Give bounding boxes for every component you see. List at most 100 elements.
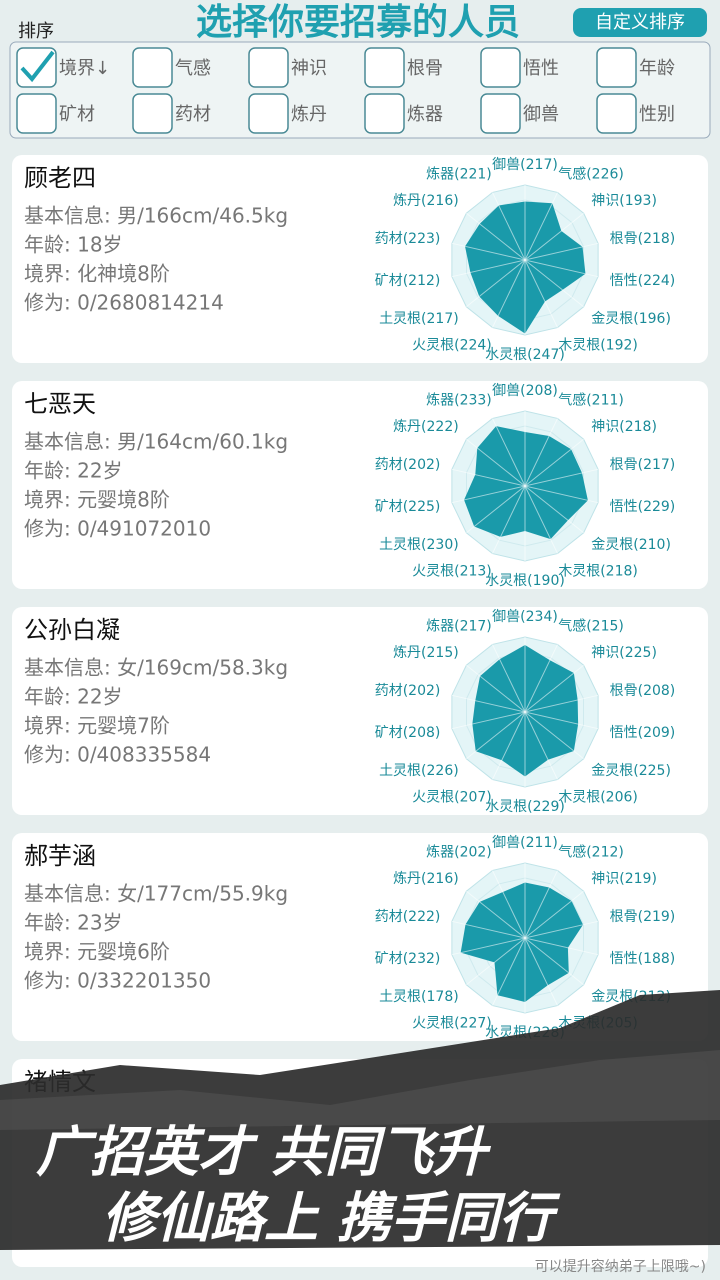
candidate-cultivation: 修为: 0/408335584 [24,743,211,767]
radar-spoke [524,259,558,328]
radar-spoke [492,192,526,261]
radar-axis-label: 金灵根(225) [591,763,671,779]
filter-label: 气感 [175,58,211,79]
radar-spoke [451,711,526,730]
filter-checkbox[interactable] [132,93,173,134]
candidate-realm: 境界: 元婴境8阶 [24,488,170,512]
radar-spoke [524,438,584,487]
radar-axis-label: 神识(219) [591,871,657,887]
radar-area [460,882,584,1002]
radar-spoke [524,468,599,487]
candidate-cultivation: 修为: 0/2680814214 [24,291,224,315]
filter-checkbox[interactable] [16,93,57,134]
radar-axis-label: 根骨(217) [610,457,676,473]
radar-spoke [524,711,558,780]
radar-axis-label: 御兽(208) [492,383,558,399]
radar-spoke [492,870,526,939]
radar-spoke [524,259,584,308]
radar-spoke [524,485,584,534]
radar-axis-label: 火灵根(227) [412,1016,492,1032]
radar-axis-label: 神识(218) [591,419,657,435]
candidate-card[interactable] [12,381,708,589]
radar-spoke [492,485,526,554]
filter-label: 炼器 [407,104,443,125]
radar-axis-label: 木灵根(206) [558,790,638,806]
filter-checkbox[interactable] [480,93,521,134]
radar-spoke [466,212,526,261]
filter-checkbox[interactable] [364,47,405,88]
radar-spoke [524,711,584,760]
candidate-name: 顾老四 [24,164,96,192]
filter-checkbox[interactable] [248,47,289,88]
radar-spoke [451,242,526,261]
custom-sort-button[interactable] [573,8,707,37]
candidate-realm: 境界: 元婴境7阶 [24,714,170,738]
radar-spoke [451,259,526,278]
radar-axis-label: 炼丹(215) [393,645,459,661]
candidate-card[interactable] [12,833,708,1041]
candidate-info: 基本信息: 男/166cm/46.5kg [24,204,288,228]
radar-spoke [466,937,526,986]
radar-axis-label: 悟性(188) [610,951,676,967]
candidate-age: 年龄: 22岁 [24,459,123,483]
candidate-name: 郝芋涵 [24,842,96,870]
radar-spoke [466,259,526,308]
filter-checkbox[interactable] [480,47,521,88]
radar-spoke [524,192,558,261]
radar-spoke [524,259,599,278]
radar-axis-label: 水灵根(247) [485,347,565,363]
radar-axis-label: 矿材(225) [375,499,441,515]
radar-axis-label: 气感(226) [558,165,624,182]
radar-spoke [466,438,526,487]
radar-axis-label: 药材(223) [375,231,441,247]
filter-label: 悟性 [523,58,559,79]
banner-line-2: 修仙路上 携手同行 [102,1187,561,1250]
radar-axis-label: 火灵根(213) [412,564,492,580]
filter-label: 炼丹 [291,104,327,125]
radar-spoke [524,937,558,1006]
filter-checkbox[interactable] [132,47,173,88]
radar-spoke [466,711,526,760]
radar-spoke [451,468,526,487]
candidate-realm: 境界: 化神境8阶 [24,262,170,286]
candidate-cultivation: 修为: 0/491072010 [24,517,211,541]
radar-axis-label: 炼器(202) [426,844,492,860]
candidate-age: 年龄: 23岁 [24,911,123,935]
radar-spoke [466,485,526,534]
filter-label: 根骨 [407,58,443,79]
filter-panel [9,41,711,139]
radar-spoke [524,418,558,487]
radar-axis-label: 悟性(209) [610,725,676,741]
filter-checkbox[interactable] [248,93,289,134]
candidate-cultivation: 修为: 0/332201350 [24,969,211,993]
candidate-info: 基本信息: 女/177cm/55.9kg [24,882,288,906]
radar-spoke [524,870,558,939]
filter-label: 性别 [639,104,675,125]
radar-axis-label: 矿材(232) [375,951,441,967]
radar-spoke [524,212,584,261]
radar-spoke [466,664,526,713]
radar-axis-label: 气感(212) [558,843,624,860]
radar-spoke [466,890,526,939]
radar-axis-label: 土灵根(217) [379,311,459,327]
radar-axis-label: 根骨(218) [610,231,676,247]
filter-checkbox[interactable] [596,93,637,134]
radar-axis-label: 根骨(208) [610,683,676,699]
radar-axis-label: 药材(202) [375,457,441,473]
filter-checkbox[interactable] [596,47,637,88]
radar-spoke [524,937,599,956]
radar-axis-label: 水灵根(190) [485,573,565,589]
radar-axis-label: 火灵根(224) [412,338,492,354]
radar-spoke [524,920,599,939]
radar-axis-label: 御兽(234) [492,609,558,625]
radar-axis-label: 金灵根(210) [591,537,671,553]
candidate-card[interactable] [12,155,708,363]
filter-label: 神识 [291,58,327,79]
radar-axis-label: 神识(225) [591,645,657,661]
radar-axis-label: 药材(202) [375,683,441,699]
filter-checkbox[interactable] [364,93,405,134]
radar-spoke [492,711,526,780]
radar-axis-label: 木灵根(192) [558,338,638,354]
radar-axis-label: 矿材(208) [375,725,441,741]
